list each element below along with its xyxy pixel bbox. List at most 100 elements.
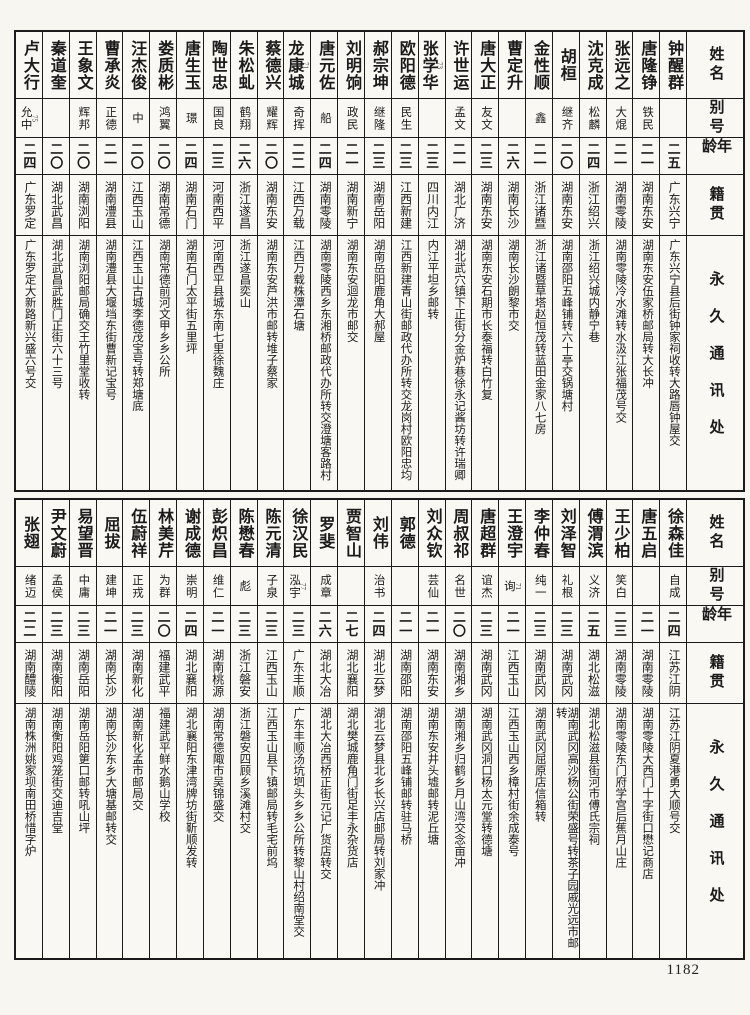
person-native-place-cell: 浙江磐安	[230, 643, 257, 704]
person-name: 沈克成	[584, 39, 602, 91]
table-bottom-person-columns: 张翅 绪迈 二二 湖南醴陵 湖南株洲姚家坝南田桥惜字炉 尹文蔚 孟侯 二三 湖南…	[16, 500, 688, 958]
person-alias: 崇明	[184, 573, 197, 599]
person-alias: 子泉	[265, 573, 278, 599]
person-name: 秦道奎	[47, 39, 65, 91]
header-native-label: 籍贯	[707, 654, 724, 692]
person-name: 刘明饷	[343, 39, 361, 91]
person-alias: 治书	[372, 573, 385, 599]
person-alias-cell: 谊杰	[472, 567, 499, 606]
person-column: 周叔祁 名世 二〇 湖南湘乡 湖南湘乡归鹤乡月山湾交念亩冲	[445, 500, 473, 958]
person-age-cell: 二六	[311, 606, 338, 643]
person-age: 二三	[477, 142, 493, 170]
person-address: 江西万载株潭石塘	[292, 239, 305, 331]
person-native-place: 江苏江阴	[667, 649, 682, 697]
person-name-cell: 唐五启	[633, 500, 660, 567]
person-native-place: 湖北大冶	[318, 649, 333, 697]
person-native-place: 湖南常德	[157, 181, 172, 229]
person-name: 汪杰俊	[128, 39, 146, 91]
person-native-place: 湖南新化	[130, 649, 145, 697]
person-column: 刘泽智 礼根 二三 湖南武冈 湖南武冈高沙杨公街荣盛号转茶子园戚光远市邮转	[552, 500, 580, 958]
person-age-cell: 二六	[230, 138, 257, 175]
person-column: 朱松虬 鹤翔 二六 浙江遂昌 浙江遂昌奕山	[230, 32, 258, 490]
person-age-cell: 二三	[391, 138, 418, 175]
person-name-cell: 朱松虬	[230, 32, 257, 99]
person-address: 湖南邵阳五峰铺转六十亭交锅塘村	[560, 239, 573, 412]
person-alias-cell: 自成	[660, 567, 687, 606]
person-address-cell: 湖南东安石期市长泰福转白竹复	[472, 236, 498, 490]
header-address-label: 永久通讯处	[707, 738, 724, 924]
person-native-place: 浙江磐安	[237, 649, 252, 697]
person-column: 秦道奎 二〇 湖北武昌 湖北武昌武胜门正街六十三号	[42, 32, 70, 490]
person-name-cell: 龙康城 71	[284, 32, 311, 99]
person-address-cell: 湖南邵阳五峰铺转六十亭交锅塘村	[553, 236, 579, 490]
person-alias-cell: 子泉	[257, 567, 284, 606]
person-native-place-cell: 湖南东安	[633, 175, 660, 236]
person-age: 二〇	[48, 142, 64, 170]
person-alias-cell	[660, 99, 687, 138]
person-native-place-cell: 四川内江	[418, 175, 445, 236]
person-alias-cell: 正戎	[123, 567, 150, 606]
person-age: 二一	[424, 610, 440, 638]
person-name: 唐大正	[477, 39, 495, 91]
person-name: 曹承炎	[101, 39, 119, 91]
person-native-place-cell: 湖南新化	[123, 643, 150, 704]
person-age: 二三	[128, 610, 144, 638]
person-native-place-cell: 湖南武冈	[472, 643, 499, 704]
person-column: 郝宗坤 继隆 二三 湖南岳阳 湖南岳阳鹿角大郝屋	[364, 32, 392, 490]
person-alias-cell: 绪迈	[16, 567, 42, 606]
person-age: 二六	[504, 142, 520, 170]
person-native-place: 湖南零陵	[613, 649, 628, 697]
person-age: 二四	[316, 142, 332, 170]
person-name-cell: 罗斐	[311, 500, 338, 567]
person-column: 蔡德兴 耀辉 二〇 湖南东安 湖南东安芦洪市邮转堆子蔡家	[257, 32, 285, 490]
person-name-cell: 沈克成	[579, 32, 606, 99]
person-column: 张远之 大焜 二一 湖南零陵 湖南零陵冷水滩转水汲江张福茂号交	[606, 32, 634, 490]
person-name: 周叔祁	[450, 507, 468, 559]
person-alias: 成章	[318, 573, 331, 599]
person-alias-cell: 政民	[338, 99, 364, 138]
person-address-cell: 湖南浏阳邮局确交王竹里堂收转	[70, 236, 96, 490]
person-alias-cell: 义济	[579, 567, 606, 606]
person-alias-cell: 民生	[391, 99, 418, 138]
person-alias-cell: 继齐	[552, 99, 579, 138]
person-column: 沈克成 松麟 二四 浙江绍兴 浙江绍兴城内静宁巷	[579, 32, 607, 490]
person-address: 湖南东安井头墟邮转泥丘塘	[426, 707, 439, 845]
person-column: 尹文蔚 孟侯 二三 湖南衡阳 湖南衡阳鸡笼街交迪吉堂	[42, 500, 70, 958]
person-column: 郭德 二一 湖南邵阳 湖南邵阳五峰铺邮转驻马桥	[391, 500, 419, 958]
person-name-cell: 贾智山	[338, 500, 364, 567]
person-column: 傅渭滨 义济 二五 湖北松滋 湖北松滋县街河市傅氏宗祠	[579, 500, 607, 958]
name-superscript: 73	[435, 62, 444, 69]
person-native-place-cell: 湖北武昌	[42, 175, 69, 236]
person-name-cell: 钟醒群	[660, 32, 687, 99]
person-native-place: 湖南新宁	[344, 181, 359, 229]
header-alias-label: 别号	[707, 567, 724, 605]
person-age-cell: 二〇	[257, 138, 284, 175]
person-age-cell: 二五	[579, 606, 606, 643]
person-column: 金性顺 鑫 二一 浙江诸暨 浙江诸暨草塔赵恒茂转蓝田金家八七房	[526, 32, 553, 490]
person-address-cell: 江西新建青山街邮政代办所转交龙岗村欧阳忠均	[392, 236, 418, 490]
person-age-cell: 二一	[391, 606, 418, 643]
header-age-cell: 年龄	[687, 138, 743, 175]
person-address: 湖南邵阳五峰铺邮转驻马桥	[399, 707, 412, 845]
person-native-place-cell: 湖南新宁	[338, 175, 364, 236]
person-age: 二四	[182, 142, 198, 170]
person-alias: 大焜	[614, 105, 627, 131]
person-address-cell: 湖南澧县大堰垱东街曹新记宝号	[97, 236, 123, 490]
person-name-cell: 胡桓	[552, 32, 579, 99]
person-age-cell: 二〇	[42, 138, 69, 175]
person-alias-cell: 崇明	[177, 567, 203, 606]
person-age: 二三	[75, 610, 91, 638]
person-age: 二一	[638, 142, 654, 170]
person-alias-cell	[338, 567, 364, 606]
person-age: 二一	[101, 610, 117, 638]
person-alias: 鸿翼	[157, 105, 170, 131]
person-native-place-cell: 湖南零陵	[633, 643, 660, 704]
person-name: 娄质彬	[155, 39, 173, 91]
person-age: 二一	[504, 610, 520, 638]
alias-superscript: 71	[513, 583, 522, 590]
person-address: 湖南长沙东乡大塘基邮转交	[104, 707, 117, 845]
person-native-place-cell: 浙江诸暨	[526, 175, 552, 236]
person-alias: 义济	[587, 573, 600, 599]
person-column: 娄质彬 鸿翼 二〇 湖南常德 湖南常德前河文甲乡乡公所	[150, 32, 178, 490]
person-name-cell: 卢大行	[16, 32, 42, 99]
